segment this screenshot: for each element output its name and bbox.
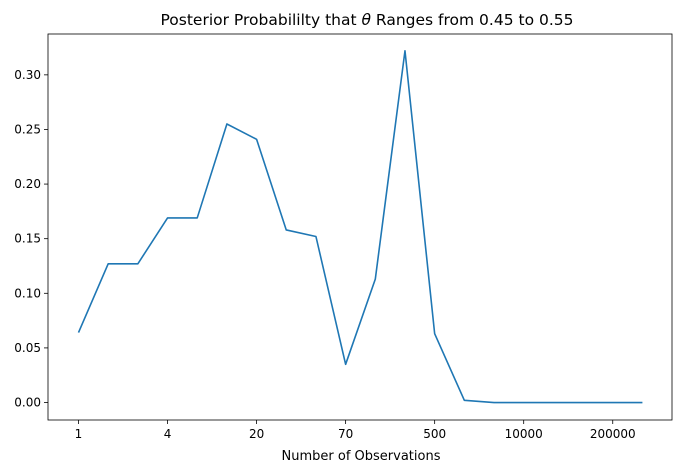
- plot-frame: [47, 33, 673, 421]
- x-tick-label: 200000: [590, 427, 636, 441]
- x-tick-label: 500: [423, 427, 446, 441]
- chart-title-part-2: Ranges from 0.45 to 0.55: [371, 11, 574, 29]
- x-tick-label: 4: [164, 427, 172, 441]
- y-tick-label: 0.20: [14, 177, 41, 191]
- x-tick-label: 20: [249, 427, 264, 441]
- chart-title-theta: θ: [362, 11, 372, 29]
- y-tick-label: 0.00: [14, 396, 41, 410]
- y-tick-label: 0.15: [14, 232, 41, 246]
- chart-title: Posterior Probabililty that θ Ranges fro…: [161, 11, 574, 29]
- series-line: [77, 50, 643, 404]
- x-tick-label: 1: [75, 427, 83, 441]
- plot-area: 0.00 0.05 0.10 0.15 0.20 0.25 0.30 1 4 20 70 500 100…: [14, 33, 673, 441]
- y-tick-label: 0.05: [14, 341, 41, 355]
- x-axis-label: Number of Observations: [282, 449, 441, 464]
- y-tick-label: 0.30: [14, 68, 41, 82]
- chart-title-part-1: Posterior Probabililty that: [161, 11, 362, 29]
- x-tick-label: 70: [338, 427, 353, 441]
- x-tick-label: 10000: [505, 427, 543, 441]
- y-tick-label: 0.25: [14, 122, 41, 136]
- y-tick-label: 0.10: [14, 286, 41, 300]
